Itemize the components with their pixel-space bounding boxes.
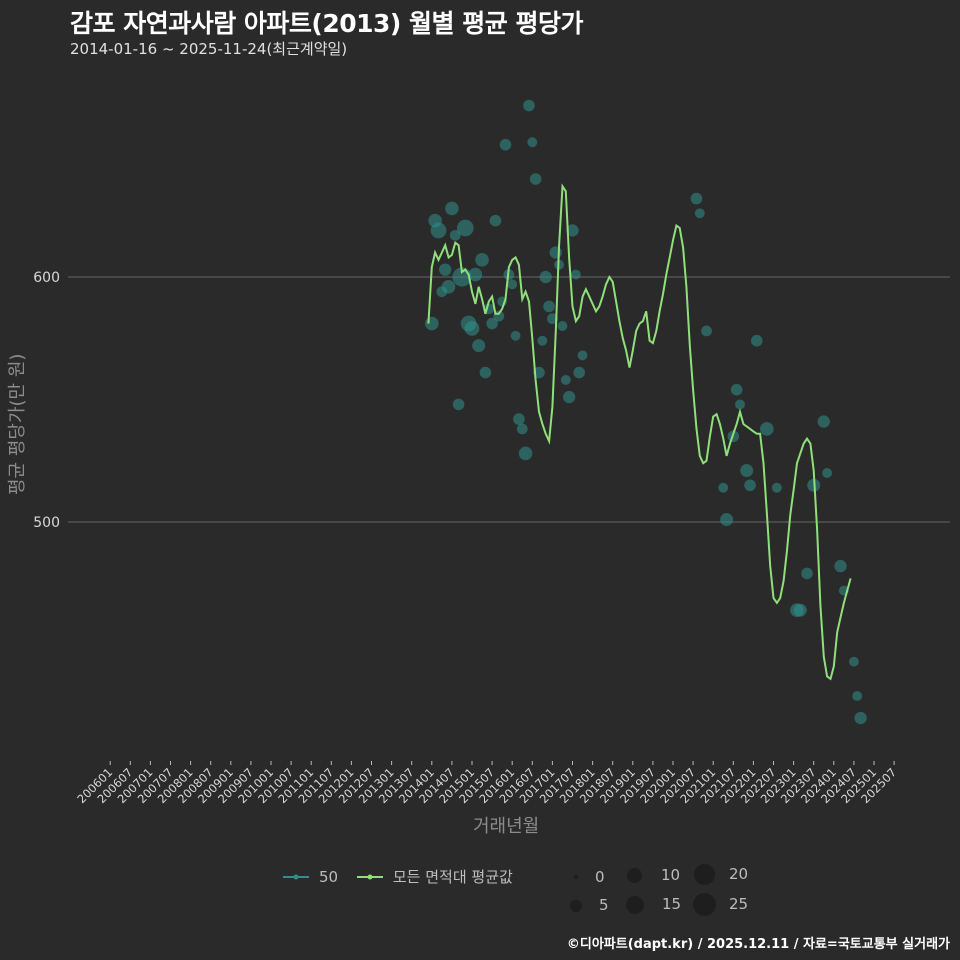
data-point[interactable] xyxy=(489,214,502,227)
average-line xyxy=(427,183,852,681)
data-point[interactable] xyxy=(513,413,525,425)
data-point[interactable] xyxy=(694,208,705,219)
data-point[interactable] xyxy=(560,374,571,385)
legend-size-25: 25 xyxy=(693,893,748,916)
data-point[interactable] xyxy=(740,464,754,478)
data-point[interactable] xyxy=(523,99,535,112)
data-point[interactable] xyxy=(720,513,734,527)
legend-line-icon xyxy=(356,874,383,879)
data-point[interactable] xyxy=(744,479,756,492)
legend-size-20: 20 xyxy=(694,864,748,885)
scatter-points xyxy=(424,99,867,725)
data-point[interactable] xyxy=(543,300,555,313)
size-circle-icon xyxy=(570,899,582,912)
data-point[interactable] xyxy=(570,269,581,280)
data-point[interactable] xyxy=(793,603,807,617)
data-point[interactable] xyxy=(464,321,480,336)
data-point[interactable] xyxy=(516,423,528,435)
data-point[interactable] xyxy=(456,219,474,237)
data-point[interactable] xyxy=(510,330,521,341)
data-point[interactable] xyxy=(486,317,498,330)
data-point[interactable] xyxy=(479,366,492,379)
legend-line-icon xyxy=(283,874,309,879)
data-point[interactable] xyxy=(439,263,452,276)
data-point[interactable] xyxy=(817,415,830,428)
x-axis-label: 거래년월 xyxy=(473,816,540,837)
data-point[interactable] xyxy=(771,482,782,493)
legend-color: 50 모든 면적대 평균값 xyxy=(283,866,513,887)
data-point[interactable] xyxy=(549,246,562,259)
size-circle-icon xyxy=(693,893,716,916)
data-point[interactable] xyxy=(547,313,558,325)
y-tick-labels: 600 500 xyxy=(33,270,60,531)
data-point[interactable] xyxy=(499,138,512,151)
data-point[interactable] xyxy=(539,270,552,284)
legend-size-0: 0 xyxy=(570,868,605,886)
data-point[interactable] xyxy=(468,267,483,282)
data-point[interactable] xyxy=(730,383,743,396)
data-point[interactable] xyxy=(537,335,548,346)
size-circle-icon xyxy=(626,895,644,914)
data-point[interactable] xyxy=(562,390,576,404)
y-tick-label: 600 xyxy=(33,270,60,286)
data-point[interactable] xyxy=(430,222,447,239)
data-point[interactable] xyxy=(557,321,568,331)
legend-size-5: 5 xyxy=(570,896,609,914)
data-point[interactable] xyxy=(854,711,867,725)
data-point[interactable] xyxy=(801,567,813,580)
data-point[interactable] xyxy=(527,137,538,148)
data-point[interactable] xyxy=(441,279,456,294)
legend-label: 모든 면적대 평균값 xyxy=(392,868,513,886)
source-caption: ©디아파트(dapt.kr) / 2025.12.11 / 자료=국토교통부 실… xyxy=(566,937,950,952)
legend-label: 50 xyxy=(319,867,339,886)
legend-size-10: 10 xyxy=(627,866,680,884)
chart-title: 감포 자연과사람 아파트(2013) 월별 평균 평당가 xyxy=(70,9,583,38)
data-point[interactable] xyxy=(566,224,579,237)
y-axis-label: 평균 평당가(만 원) xyxy=(7,353,28,495)
size-circle-icon xyxy=(627,868,642,883)
data-point[interactable] xyxy=(750,334,763,347)
data-point[interactable] xyxy=(834,559,847,573)
data-point[interactable] xyxy=(735,399,745,410)
data-point[interactable] xyxy=(718,482,729,493)
data-point[interactable] xyxy=(472,339,486,353)
legend-item-50[interactable]: 50 xyxy=(283,868,338,886)
x-ticks: 2006012006072007012007072008012008072009… xyxy=(74,761,899,806)
chart-subtitle: 2014-01-16 ~ 2025-11-24(최근계약일) xyxy=(70,40,348,58)
data-point[interactable] xyxy=(848,656,859,667)
size-circle-icon xyxy=(574,874,578,879)
data-point[interactable] xyxy=(577,350,588,361)
data-point[interactable] xyxy=(852,691,863,701)
y-tick-label: 500 xyxy=(33,515,60,531)
legend-size-15: 15 xyxy=(626,895,681,914)
data-point[interactable] xyxy=(518,446,533,461)
data-point[interactable] xyxy=(822,468,833,478)
data-point[interactable] xyxy=(529,173,542,185)
data-point[interactable] xyxy=(759,422,774,436)
data-point[interactable] xyxy=(452,398,465,411)
legend-item-average[interactable]: 모든 면적대 평균값 xyxy=(356,866,513,887)
data-point[interactable] xyxy=(573,366,586,379)
data-point[interactable] xyxy=(424,316,439,331)
data-point[interactable] xyxy=(701,325,712,337)
data-point[interactable] xyxy=(690,192,703,205)
data-point[interactable] xyxy=(507,279,518,290)
data-point[interactable] xyxy=(445,201,459,216)
data-point[interactable] xyxy=(449,229,461,241)
size-circle-icon xyxy=(694,864,715,885)
data-point[interactable] xyxy=(475,253,489,267)
